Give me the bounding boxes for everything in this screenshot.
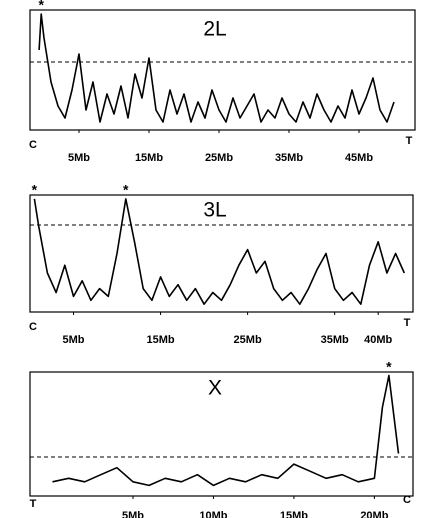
x-tick-label: 15Mb: [280, 510, 308, 518]
data-line: [33, 198, 406, 305]
x-tick-label: 45Mb: [345, 152, 373, 164]
x-tick-label: 5Mb: [122, 510, 144, 518]
peak-star: *: [38, 0, 44, 13]
left-end-label: C: [29, 321, 37, 333]
x-tick-label: 20Mb: [360, 510, 388, 518]
peak-star: *: [32, 182, 38, 198]
peak-star: *: [386, 359, 392, 375]
x-tick-label: 25Mb: [234, 334, 262, 346]
right-end-label: C: [403, 494, 411, 506]
right-end-label: T: [406, 135, 413, 147]
panel-title: 3L: [203, 199, 226, 222]
x-tick-label: 35Mb: [275, 152, 303, 164]
x-tick-label: 15Mb: [147, 334, 175, 346]
x-tick-label: 10Mb: [199, 510, 227, 518]
panel-title: 2L: [203, 18, 226, 41]
x-tick-label: 25Mb: [205, 152, 233, 164]
x-tick-label: 5Mb: [63, 334, 85, 346]
x-tick-label: 15Mb: [135, 152, 163, 164]
data-line: [38, 13, 395, 123]
peak-star: *: [123, 182, 129, 198]
plot-frame: [29, 9, 416, 131]
plot-frame: [29, 194, 414, 313]
panel-title: X: [208, 377, 222, 400]
left-end-label: T: [30, 498, 37, 510]
left-end-label: C: [29, 139, 37, 151]
data-line: [52, 374, 400, 487]
plot-frame: [29, 371, 414, 497]
x-tick-label: 40Mb: [364, 334, 392, 346]
right-end-label: T: [404, 317, 411, 329]
x-tick-label: 35Mb: [321, 334, 349, 346]
x-tick-label: 5Mb: [68, 152, 90, 164]
